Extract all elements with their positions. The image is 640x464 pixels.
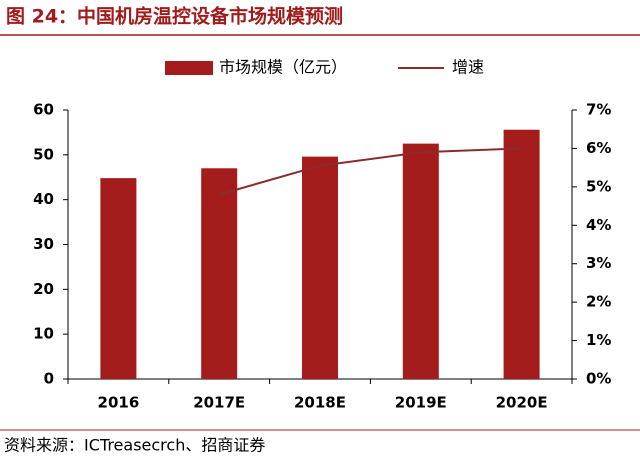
x-tick-label: 2016 — [98, 394, 140, 412]
y2-tick-label: 6% — [586, 139, 611, 157]
y2-tick-label: 4% — [586, 216, 611, 234]
y2-tick-label: 7% — [586, 101, 611, 119]
bar — [302, 156, 338, 379]
x-tick-label: 2018E — [294, 394, 346, 412]
y-tick-label: 60 — [33, 101, 54, 119]
y2-tick-label: 2% — [586, 293, 611, 311]
y-tick-label: 0 — [44, 370, 54, 388]
y-tick-label: 10 — [33, 325, 54, 343]
line — [218, 147, 522, 196]
bar — [100, 178, 137, 379]
source: 资料来源：ICTreasecrch、招商证券 — [4, 436, 265, 455]
legend-swatch — [165, 61, 213, 75]
x-tick-label: 2020E — [496, 394, 548, 412]
bar — [402, 143, 439, 379]
x-tick-label: 2017E — [193, 394, 245, 412]
y-tick-label: 40 — [33, 190, 54, 208]
y2-tick-label: 1% — [586, 331, 611, 349]
chart-title: 图 24：中国机房温控设备市场规模预测 — [6, 5, 343, 28]
y2-tick-label: 0% — [586, 370, 611, 388]
y-tick-label: 50 — [33, 145, 54, 163]
legend-label: 市场规模（亿元） — [219, 58, 347, 77]
y-tick-label: 20 — [33, 280, 54, 298]
y2-tick-label: 5% — [586, 177, 611, 195]
legend-label: 增速 — [452, 58, 484, 77]
y-tick-label: 30 — [33, 235, 54, 253]
bar — [503, 129, 540, 379]
bar — [201, 168, 238, 379]
y2-tick-label: 3% — [586, 254, 611, 272]
x-tick-label: 2019E — [395, 394, 447, 412]
